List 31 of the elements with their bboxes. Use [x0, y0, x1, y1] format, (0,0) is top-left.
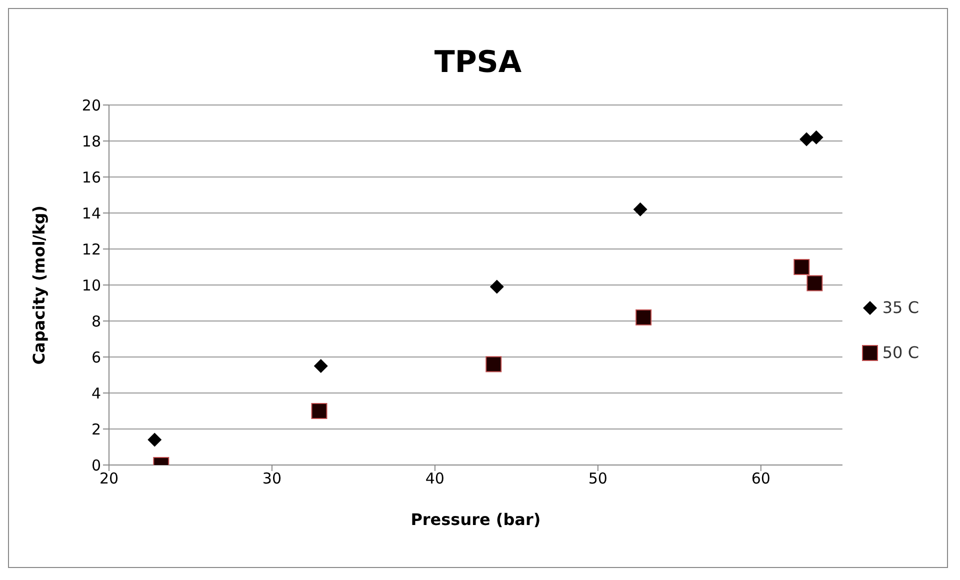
x-tick-label: 50: [588, 470, 608, 488]
point: [794, 259, 810, 275]
chart-title: TPSA: [433, 44, 523, 82]
point: [633, 202, 648, 216]
point: [490, 280, 504, 294]
point: [314, 359, 328, 373]
y-tick-label: 8: [91, 312, 101, 330]
y-axis-title: Capacity (mol/kg): [30, 205, 49, 365]
point: [809, 130, 824, 144]
x-axis-title: Pressure (bar): [410, 510, 541, 529]
x-tick-label: 60: [751, 470, 770, 488]
legend-label: 35 C: [882, 298, 919, 317]
point: [311, 403, 328, 419]
x-tick-label: 40: [425, 470, 444, 488]
y-tick-label: 4: [91, 384, 101, 402]
y-tick-label: 16: [82, 168, 101, 186]
y-tick-label: 10: [82, 276, 101, 294]
point: [636, 309, 652, 326]
y-tick-label: 14: [82, 204, 101, 222]
y-tick-label: 2: [91, 420, 101, 438]
x-tick-label: 30: [262, 470, 282, 488]
legend-label: 50 C: [882, 343, 919, 362]
y-tick-label: 18: [82, 132, 101, 150]
point: [148, 432, 162, 447]
point: [806, 275, 823, 292]
y-tick-label: 0: [91, 456, 101, 474]
y-tick-label: 12: [82, 240, 101, 258]
y-tick-label: 20: [82, 96, 101, 114]
y-tick-label: 6: [91, 348, 101, 366]
point: [486, 356, 502, 372]
point: [800, 132, 814, 146]
